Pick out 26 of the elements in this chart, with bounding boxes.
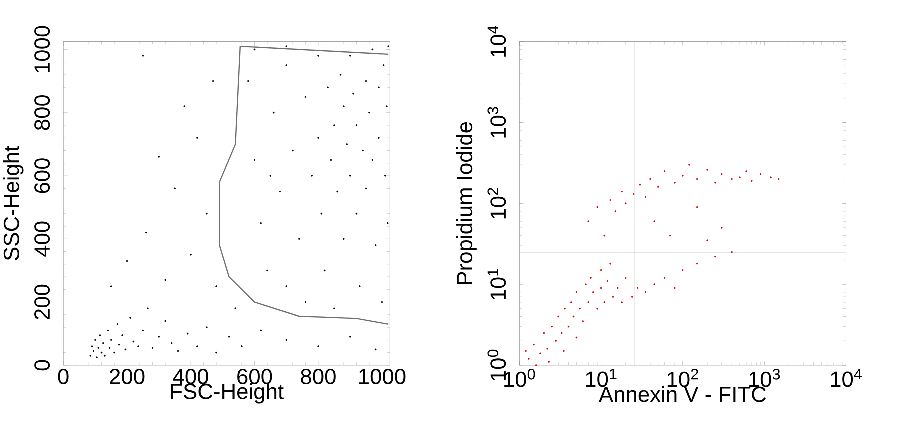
y-tick-label: 10$^{1}$: [488, 269, 506, 300]
line-series: [219, 46, 390, 325]
y-tick-label: 200: [34, 284, 50, 320]
x-tick-label: 10$^{1}$: [586, 368, 617, 388]
y-axis-title: Propidium Iodide: [456, 122, 477, 284]
x-tick-label: 200: [110, 368, 145, 384]
y-tick-label: 400: [34, 222, 50, 257]
y-tick-label: 0: [34, 360, 50, 371]
x-tick-label: 10$^{4}$: [831, 368, 862, 388]
y-tick-label: 10$^{3}$: [488, 107, 506, 138]
y-tick-label: 1000: [34, 26, 50, 72]
x-axis-title: Annexin V - FITC: [598, 386, 766, 402]
x-tick-label: 10$^{2}$: [668, 368, 698, 388]
x-tick-label: 800: [301, 368, 336, 384]
y-tick-label: 10$^{2}$: [488, 188, 506, 219]
x-axis-title: FSC-Height: [171, 383, 284, 404]
y-tick-label: 800: [34, 95, 50, 130]
y-axis-title: SSC-Height: [3, 146, 24, 260]
x-tick-label: 1000: [360, 368, 406, 384]
x-tick-label: 0: [58, 368, 69, 384]
y-tick-label: 10$^{4}$: [488, 26, 506, 57]
x-tick-label: 10$^{0}$: [504, 368, 536, 388]
x-tick-label: 400: [173, 368, 208, 384]
x-tick-label: 600: [238, 368, 272, 384]
x-tick-label: 10$^{3}$: [750, 368, 780, 388]
y-tick-label: 600: [34, 158, 50, 194]
